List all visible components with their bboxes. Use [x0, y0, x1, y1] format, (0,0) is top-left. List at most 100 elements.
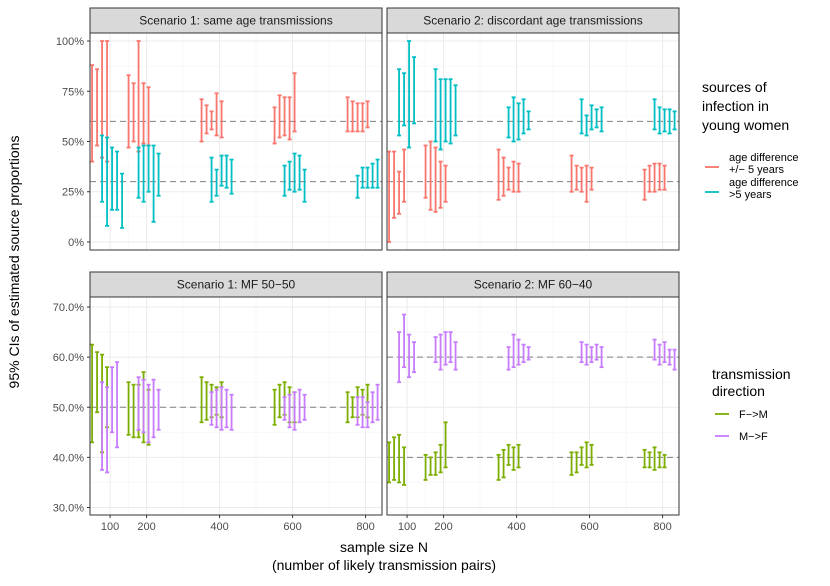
errorbar-age_over	[120, 172, 125, 229]
errorbar-mf	[214, 388, 219, 429]
y-tick-label: 70.0%	[53, 302, 84, 314]
errorbar-age_over	[402, 72, 407, 127]
errorbar-age_over	[287, 160, 292, 191]
x-axis-title: sample size N	[340, 539, 428, 555]
errorbar-fm	[579, 446, 584, 466]
errorbar-fm	[501, 448, 506, 479]
errorbar-mf	[594, 343, 599, 361]
errorbar-age_over	[214, 168, 219, 197]
facet-title: Scenario 1: same age transmissions	[139, 14, 332, 28]
errorbar-age_over	[511, 96, 516, 143]
errorbar-age_within	[574, 164, 579, 191]
errorbar-mf	[397, 331, 402, 384]
errorbar-age_within	[589, 166, 594, 191]
errorbar-mf	[110, 366, 115, 434]
errorbar-mf	[115, 361, 120, 449]
errorbar-mf	[146, 383, 151, 444]
errorbar-fm	[402, 446, 407, 486]
x-tick-label: 200	[434, 521, 452, 533]
errorbar-fm	[642, 448, 647, 469]
errorbar-age_within	[569, 154, 574, 193]
errorbar-mf	[433, 336, 438, 364]
errorbar-age_over	[443, 78, 448, 143]
errorbar-fm	[277, 383, 282, 419]
errorbar-fm	[662, 453, 667, 469]
errorbar-age_within	[516, 162, 521, 193]
y-tick-label: 0%	[68, 237, 84, 249]
errorbar-age_within	[199, 98, 204, 143]
errorbar-mf	[453, 341, 458, 371]
errorbar-fm	[345, 391, 350, 424]
facet-title: Scenario 2: MF 60−40	[474, 278, 593, 292]
errorbar-fm	[569, 451, 574, 476]
errorbar-age_over	[526, 110, 531, 131]
errorbar-mf	[526, 346, 531, 361]
panel-s1-age: Scenario 1: same age transmissions 0% 25% 5…	[56, 7, 383, 251]
errorbar-age_within	[214, 92, 219, 137]
errorbar-fm	[647, 451, 652, 469]
errorbar-age_over	[672, 110, 677, 131]
errorbar-age_within	[642, 168, 647, 201]
errorbar-age_over	[156, 152, 161, 197]
errorbar-fm	[433, 451, 438, 476]
errorbar-age_over	[229, 158, 234, 195]
errorbar-mf	[365, 401, 370, 429]
errorbar-age_within	[584, 164, 589, 203]
errorbar-age_within	[272, 106, 277, 145]
errorbar-age_within	[657, 162, 662, 191]
errorbar-age_over	[292, 152, 297, 193]
y-tick-label: 40.0%	[53, 452, 84, 464]
errorbar-mf	[589, 346, 594, 364]
errorbar-age_over	[453, 84, 458, 137]
errorbar-fm	[199, 376, 204, 424]
x-tick-label: 800	[653, 521, 671, 533]
errorbar-age_over	[136, 146, 141, 199]
legend-label: >5 years	[729, 189, 772, 201]
errorbar-age_over	[360, 166, 365, 189]
errorbar-age_within	[423, 144, 428, 199]
x-tick-label: 200	[137, 521, 155, 533]
x-axis-subtitle: (number of likely transmission pairs)	[272, 557, 496, 573]
errorbar-age_over	[652, 98, 657, 131]
x-tick-label: 400	[210, 521, 228, 533]
errorbar-fm	[131, 383, 136, 439]
errorbar-age_over	[297, 154, 302, 191]
panel-background	[387, 297, 679, 515]
errorbar-age_within	[219, 100, 224, 139]
errorbar-mf	[151, 378, 156, 439]
errorbar-age_within	[511, 160, 516, 193]
errorbar-age_within	[433, 146, 438, 213]
x-tick-label: 100	[398, 521, 416, 533]
errorbar-age_within	[360, 102, 365, 133]
errorbar-age_over	[667, 108, 672, 135]
panel-s2-age: Scenario 2: discordant age transmissions	[386, 7, 680, 251]
errorbar-age_over	[302, 168, 307, 203]
errorbar-fm	[350, 396, 355, 419]
errorbar-age_over	[657, 106, 662, 135]
errorbar-age_within	[501, 156, 506, 197]
y-tick-label: 50.0%	[53, 402, 84, 414]
errorbar-fm	[397, 433, 402, 484]
errorbar-age_within	[662, 164, 667, 191]
errorbar-mf	[136, 376, 141, 431]
errorbar-age_over	[219, 154, 224, 187]
errorbar-age_within	[496, 148, 501, 201]
legend-label: age difference	[729, 152, 799, 164]
errorbar-mf	[355, 396, 360, 426]
errorbar-age_over	[407, 40, 412, 149]
errorbar-mf	[402, 313, 407, 369]
y-tick-label: 75%	[62, 86, 84, 98]
errorbar-age_over	[433, 68, 438, 143]
errorbar-mf	[662, 341, 667, 364]
errorbar-fm	[516, 443, 521, 469]
x-tick-label: 600	[580, 521, 598, 533]
errorbar-mf	[672, 348, 677, 371]
errorbar-age_within	[141, 82, 146, 145]
errorbar-age_within	[95, 68, 100, 147]
errorbar-mf	[584, 343, 589, 366]
x-tick-label: 100	[101, 521, 119, 533]
legend-label: M−>F	[739, 431, 768, 443]
y-tick-label: 50%	[62, 137, 84, 149]
errorbar-fm	[443, 421, 448, 469]
